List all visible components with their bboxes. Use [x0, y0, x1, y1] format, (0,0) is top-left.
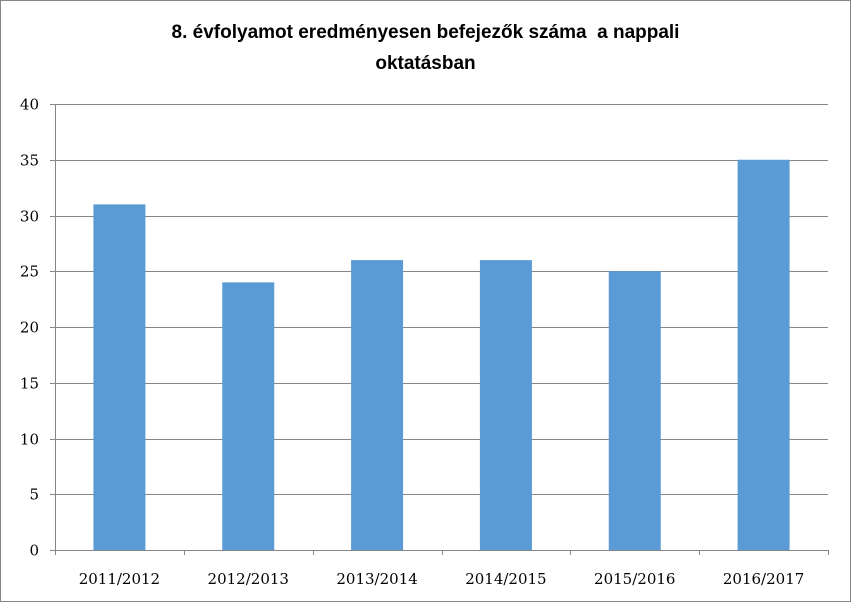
- chart-title: 8. évfolyamot eredményesen befejezők szá…: [1, 17, 850, 79]
- y-tick-label: 40: [20, 96, 39, 114]
- x-tick-label: 2011/2012: [79, 570, 160, 588]
- chart-title-line-2: oktatásban: [375, 53, 476, 74]
- y-tick-label: 25: [20, 263, 39, 281]
- x-tick-label: 2015/2016: [594, 570, 675, 588]
- x-tick-label: 2016/2017: [723, 570, 804, 588]
- y-tick-label: 20: [20, 319, 39, 337]
- y-tick-label: 35: [20, 152, 39, 170]
- y-tick-label: 5: [29, 486, 39, 504]
- bar-2014-2015: [479, 260, 532, 550]
- y-tick-label: 0: [29, 542, 39, 560]
- bar-2012-2013: [222, 282, 275, 550]
- x-tick-label: 2014/2015: [465, 570, 546, 588]
- bar-2015-2016: [608, 271, 661, 550]
- bar-2011-2012: [93, 204, 146, 550]
- x-tick-label: 2012/2013: [208, 570, 289, 588]
- y-tick-label: 30: [20, 208, 39, 226]
- chart-title-line-1: 8. évfolyamot eredményesen befejezők szá…: [171, 22, 680, 43]
- y-tick-label: 15: [20, 375, 39, 393]
- y-tick-label: 10: [20, 431, 39, 449]
- bar-2013-2014: [351, 260, 404, 550]
- bar-2016-2017: [737, 159, 790, 550]
- x-tick-label: 2013/2014: [336, 570, 417, 588]
